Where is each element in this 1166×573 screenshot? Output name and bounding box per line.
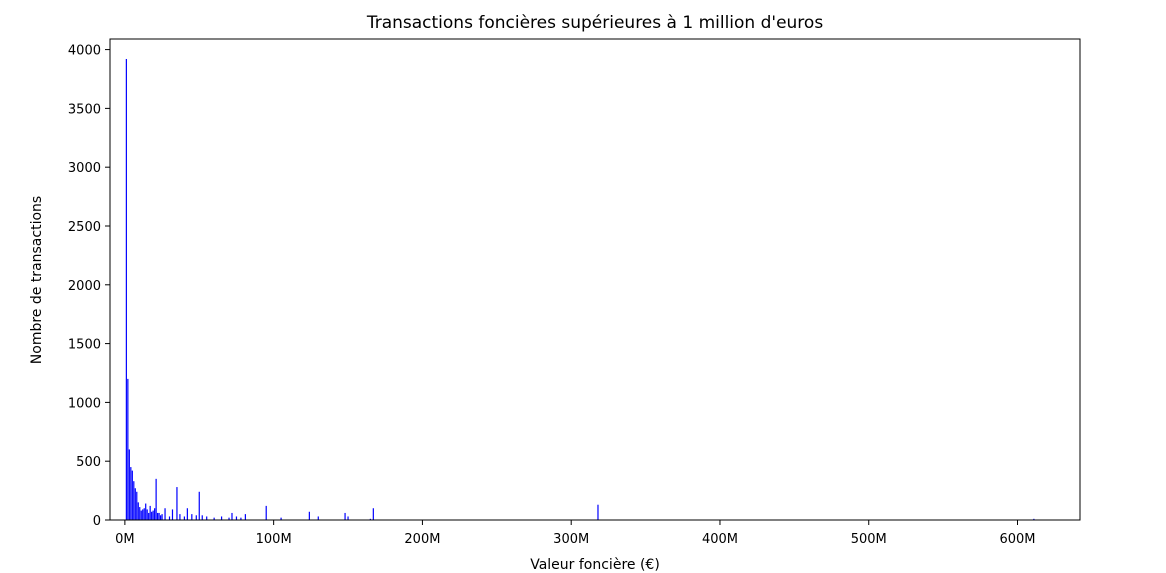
histogram-bar [159,515,162,520]
histogram-bar [136,491,138,520]
histogram-bar [347,516,349,520]
histogram-bar [186,508,188,520]
histogram-bar [265,505,267,520]
histogram-bar [308,511,310,520]
y-tick-label: 0 [93,514,101,529]
histogram-bar [145,503,147,520]
y-tick-label: 2500 [68,220,101,235]
histogram-bar [171,509,174,520]
histogram-bar [344,512,346,520]
histogram-bar [220,516,223,520]
histogram-bar [128,449,130,520]
y-tick-label: 4000 [68,44,101,59]
histogram-bar [158,512,160,520]
histogram-bar [140,510,142,520]
y-tick-label: 2000 [68,279,101,294]
histogram-bar [146,509,148,520]
histogram-bar [228,517,230,520]
y-tick-label: 500 [76,455,101,470]
histogram-bar [161,514,163,520]
histogram-bar [198,491,200,520]
histogram-bar [168,516,171,520]
x-tick-label: 500M [851,532,887,547]
x-tick-label: 300M [553,532,589,547]
y-tick-label: 3000 [68,161,101,176]
y-tick-label: 1000 [68,396,101,411]
histogram-bar [142,509,144,520]
histogram-bar [280,517,282,520]
x-axis: 0M 100M 200M 300M 400M 500M 600M [115,520,1036,547]
histogram-bar [1033,518,1035,520]
histogram-bar [201,515,203,520]
histogram-bar [213,517,215,520]
histogram-bar [131,470,133,520]
histogram-bar [240,517,242,520]
histogram-bar [191,514,193,520]
histogram-bar [179,514,181,520]
histogram-bar [127,378,129,520]
chart-title: Transactions foncières supérieures à 1 m… [366,13,823,33]
histogram-bar [152,510,154,520]
histogram-bar [151,511,153,520]
histogram-bar [176,487,178,520]
x-tick-label: 600M [999,532,1035,547]
histogram-bar [139,507,141,520]
histogram-bar [195,515,197,520]
x-tick-label: 0M [115,532,135,547]
histogram-bar [164,508,166,520]
x-tick-label: 100M [256,532,292,547]
histogram-bar [244,514,246,520]
x-tick-label: 200M [404,532,440,547]
y-axis: 0 500 1000 1500 2000 2500 3000 3500 4000 [68,44,110,529]
y-axis-label: Nombre de transactions [29,196,45,364]
histogram-bar [143,508,145,520]
y-tick-label: 1500 [68,338,101,353]
histogram-bar [155,478,157,520]
histogram-bar [149,505,151,520]
histogram-bar [317,516,319,520]
histogram-bar [148,512,150,520]
histogram-bar [235,516,238,520]
histogram-bar [130,467,132,520]
histogram-bar [206,516,208,520]
histogram-bar [133,481,135,520]
bars-group [125,58,1035,521]
histogram-bar [157,512,159,520]
x-tick-label: 400M [702,532,738,547]
histogram-bar [369,518,371,520]
histogram-bar [183,516,185,520]
histogram-bar [372,508,374,520]
histogram-bar [137,502,139,520]
histogram-bar [134,488,136,520]
plot-frame [109,38,1081,521]
x-axis-label: Valeur foncière (€) [530,557,660,573]
y-tick-label: 3500 [68,102,101,117]
histogram-bar [125,58,127,521]
histogram-bar [597,504,599,520]
histogram-bar [154,508,156,520]
histogram-bar [231,512,233,520]
